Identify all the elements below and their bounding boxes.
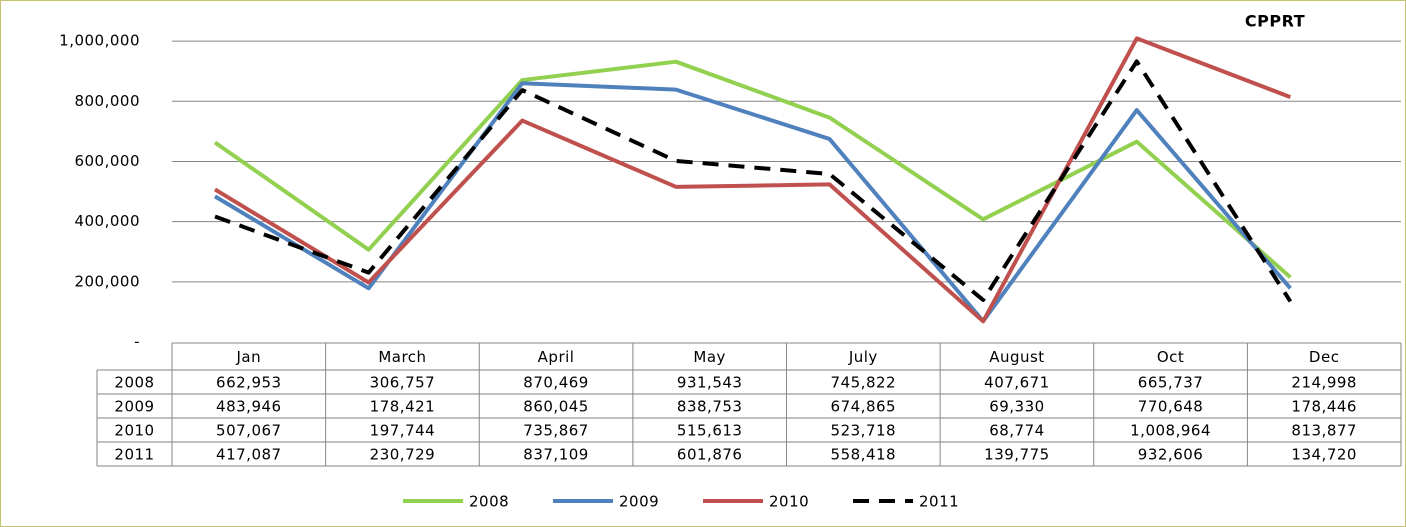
table-value: 558,418: [831, 446, 897, 464]
category-label: August: [989, 348, 1045, 366]
table-value: 197,744: [370, 422, 436, 440]
category-label: Jan: [236, 348, 262, 366]
y-tick-label: 600,000: [74, 152, 140, 170]
table-value: 813,877: [1291, 422, 1357, 440]
table-value: 417,087: [216, 446, 282, 464]
table-value: 507,067: [216, 422, 282, 440]
table-value: 178,446: [1291, 398, 1357, 416]
table-value: 483,946: [216, 398, 282, 416]
row-label: 2010: [114, 422, 154, 440]
table-value: 837,109: [523, 446, 589, 464]
table-value: 860,045: [523, 398, 589, 416]
table-value: 735,867: [523, 422, 589, 440]
category-label: April: [538, 348, 575, 366]
legend-label: 2010: [769, 493, 809, 511]
category-label: May: [693, 348, 726, 366]
row-label: 2009: [114, 398, 154, 416]
table-value: 674,865: [831, 398, 897, 416]
table-value: 515,613: [677, 422, 743, 440]
series-line: [213, 36, 1292, 324]
table-value: 932,606: [1138, 446, 1204, 464]
y-tick-label: -: [134, 333, 140, 351]
y-tick-label: 800,000: [74, 92, 140, 110]
table-value: 69,330: [989, 398, 1045, 416]
table-value: 745,822: [831, 374, 897, 392]
table-value: 178,421: [370, 398, 436, 416]
row-label: 2011: [114, 446, 154, 464]
y-tick-label: 200,000: [74, 272, 140, 290]
chart-title: CPPRT: [1245, 12, 1305, 31]
category-label: Oct: [1157, 348, 1184, 366]
table-value: 770,648: [1138, 398, 1204, 416]
table-value: 134,720: [1291, 446, 1357, 464]
series-line: [213, 59, 1292, 279]
table-value: 1,008,964: [1130, 422, 1211, 440]
table-value: 306,757: [370, 374, 436, 392]
table-value: 838,753: [677, 398, 743, 416]
table-value: 523,718: [831, 422, 897, 440]
table-value: 931,543: [677, 374, 743, 392]
category-label: July: [848, 348, 878, 366]
table-value: 214,998: [1291, 374, 1357, 392]
table-value: 870,469: [523, 374, 589, 392]
legend-label: 2009: [619, 493, 659, 511]
row-label: 2008: [114, 374, 154, 392]
y-tick-label: 400,000: [74, 212, 140, 230]
table-value: 139,775: [984, 446, 1050, 464]
table-value: 662,953: [216, 374, 282, 392]
y-tick-label: 1,000,000: [59, 32, 140, 50]
table-value: 230,729: [370, 446, 436, 464]
legend-label: 2011: [919, 493, 959, 511]
table-value: 68,774: [989, 422, 1045, 440]
table-value: 665,737: [1138, 374, 1204, 392]
table-value: 407,671: [984, 374, 1050, 392]
legend-label: 2008: [469, 493, 509, 511]
category-label: Dec: [1309, 348, 1340, 366]
category-label: March: [378, 348, 426, 366]
table-value: 601,876: [677, 446, 743, 464]
